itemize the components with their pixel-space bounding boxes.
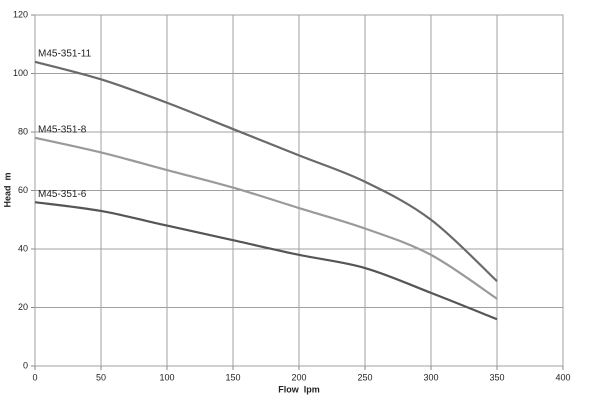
series-label: M45-351-6 [38,189,87,200]
x-tick-label: 350 [489,372,504,382]
y-tick-label: 40 [18,243,28,253]
x-tick-label: 250 [357,372,372,382]
y-tick-label: 0 [23,360,28,370]
y-tick-label: 60 [18,185,28,195]
series-label: M45-351-11 [38,48,92,59]
x-tick-label: 50 [96,372,106,382]
y-tick-label: 20 [18,302,28,312]
y-axis-title: Head m [2,172,12,207]
x-tick-label: 200 [291,372,306,382]
series-line [34,60,498,282]
x-axis-title: Flow lpm [278,384,320,394]
series-line [34,201,498,321]
x-tick-label: 300 [423,372,438,382]
y-tick-label: 120 [13,9,28,19]
x-tick-label: 0 [32,372,37,382]
series-label: M45-351-8 [38,124,87,135]
y-tick-label: 80 [18,126,28,136]
x-tick-label: 100 [159,372,174,382]
x-tick-label: 150 [225,372,240,382]
series-line [34,136,498,300]
x-tick-label: 400 [555,372,570,382]
y-tick-label: 100 [13,68,28,78]
